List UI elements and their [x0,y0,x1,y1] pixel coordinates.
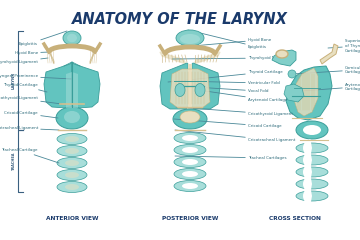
Ellipse shape [57,133,87,144]
Ellipse shape [57,181,87,192]
Text: ANTERIOR VIEW: ANTERIOR VIEW [46,216,98,221]
Text: Tracheal Cartilages: Tracheal Cartilages [175,156,287,160]
Text: Epiglottis: Epiglottis [19,31,67,46]
Polygon shape [72,62,100,108]
Wedge shape [303,187,312,205]
Ellipse shape [57,169,87,180]
Wedge shape [303,151,312,169]
Text: Thyroid Cartilage: Thyroid Cartilage [168,70,283,82]
Ellipse shape [195,84,205,96]
Text: Cricoid Cartilage: Cricoid Cartilage [174,119,282,128]
Ellipse shape [174,180,206,192]
Ellipse shape [174,144,206,156]
Ellipse shape [176,30,204,46]
Polygon shape [188,64,192,106]
Text: LARYNX: LARYNX [12,72,16,89]
Polygon shape [294,68,318,116]
Text: Hyoid Bone: Hyoid Bone [170,38,271,48]
Ellipse shape [173,109,207,129]
Ellipse shape [57,145,87,156]
Wedge shape [303,139,312,157]
Ellipse shape [182,135,198,141]
Polygon shape [286,66,332,120]
Text: Corniculate
Cartilage: Corniculate Cartilage [292,66,360,74]
Ellipse shape [57,157,87,168]
Ellipse shape [182,147,198,153]
Ellipse shape [65,160,79,166]
Ellipse shape [296,179,328,189]
Ellipse shape [65,148,79,154]
Ellipse shape [296,155,328,165]
Ellipse shape [65,172,79,178]
Ellipse shape [180,34,200,44]
Ellipse shape [174,168,206,180]
Polygon shape [44,44,54,64]
Text: Arytenoid
Cartilage: Arytenoid Cartilage [288,83,360,92]
Polygon shape [192,63,220,109]
Ellipse shape [180,111,200,123]
Ellipse shape [182,171,198,177]
Ellipse shape [65,184,79,190]
Ellipse shape [174,156,206,168]
Text: Cricotracheal Ligament: Cricotracheal Ligament [175,130,295,142]
Polygon shape [160,52,186,64]
Ellipse shape [296,167,328,177]
Polygon shape [160,63,188,109]
Text: Cricothyroid Ligament: Cricothyroid Ligament [0,96,62,104]
Text: Hyoid Bone: Hyoid Bone [15,51,50,55]
Text: Cricothyroid Ligament: Cricothyroid Ligament [176,107,293,116]
Wedge shape [303,163,312,181]
Wedge shape [303,175,312,193]
Ellipse shape [303,125,321,135]
Ellipse shape [67,34,77,42]
Ellipse shape [174,132,206,144]
Ellipse shape [65,136,79,142]
Ellipse shape [296,191,328,201]
Ellipse shape [288,70,296,78]
Text: Tracheal Cartilage: Tracheal Cartilage [1,148,59,163]
Text: Arytenoid Cartilage: Arytenoid Cartilage [198,90,287,102]
Ellipse shape [64,111,80,123]
Text: Laryngeal Prominence: Laryngeal Prominence [0,74,72,79]
Polygon shape [90,44,100,64]
Polygon shape [272,50,296,66]
Ellipse shape [182,159,198,165]
Ellipse shape [296,143,328,153]
Text: Epiglottis: Epiglottis [188,30,267,49]
Text: Thyrohyoid Membrane: Thyrohyoid Membrane [172,56,293,60]
Text: Cricotracheal Ligament: Cricotracheal Ligament [0,126,59,130]
Text: Superior Horn
of Thyroid
Cartilage: Superior Horn of Thyroid Cartilage [328,39,360,53]
Text: TRACHEA: TRACHEA [12,152,16,170]
Ellipse shape [63,31,81,45]
Text: Thyrohyoid Ligament: Thyrohyoid Ligament [0,58,48,64]
Text: POSTERIOR VIEW: POSTERIOR VIEW [162,216,218,221]
Ellipse shape [175,84,185,96]
Polygon shape [284,84,304,102]
Ellipse shape [56,107,88,129]
Polygon shape [194,52,220,64]
Polygon shape [66,72,78,108]
Text: Cricoid Cartilage: Cricoid Cartilage [4,111,58,118]
Text: ANATOMY OF THE LARYNX: ANATOMY OF THE LARYNX [72,12,288,27]
Polygon shape [44,62,72,108]
Text: Thyroid Cartilage: Thyroid Cartilage [3,83,47,92]
Text: CROSS SECTION: CROSS SECTION [269,216,321,221]
Polygon shape [320,44,338,64]
Ellipse shape [182,183,198,189]
Ellipse shape [296,121,328,139]
Text: Vocal Fold: Vocal Fold [178,86,269,93]
Polygon shape [170,69,210,108]
Text: Ventricular Fold: Ventricular Fold [176,81,280,85]
Ellipse shape [276,50,288,58]
